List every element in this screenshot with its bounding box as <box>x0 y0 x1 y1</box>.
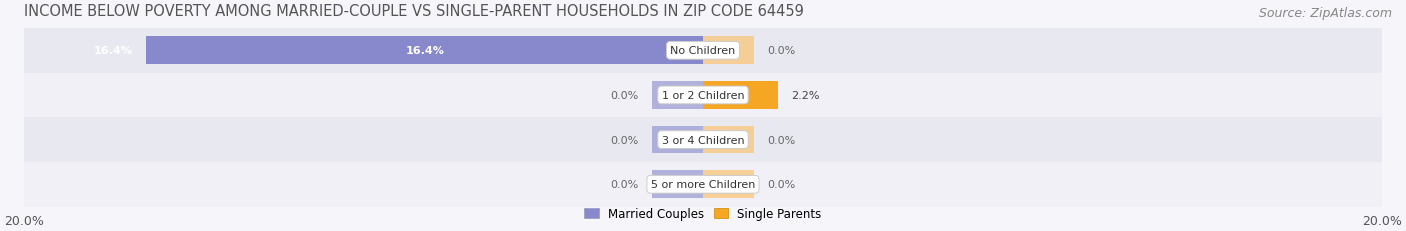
Bar <box>24 162 1382 207</box>
Text: No Children: No Children <box>671 46 735 56</box>
Text: 0.0%: 0.0% <box>610 179 638 189</box>
Text: 0.0%: 0.0% <box>610 91 638 100</box>
Bar <box>652 82 703 109</box>
Bar <box>24 118 1382 162</box>
Text: 3 or 4 Children: 3 or 4 Children <box>662 135 744 145</box>
Text: 16.4%: 16.4% <box>405 46 444 56</box>
Bar <box>146 37 703 65</box>
Bar <box>703 82 778 109</box>
Text: INCOME BELOW POVERTY AMONG MARRIED-COUPLE VS SINGLE-PARENT HOUSEHOLDS IN ZIP COD: INCOME BELOW POVERTY AMONG MARRIED-COUPL… <box>24 4 804 19</box>
Bar <box>652 126 703 154</box>
Text: 0.0%: 0.0% <box>768 46 796 56</box>
Legend: Married Couples, Single Parents: Married Couples, Single Parents <box>585 207 821 220</box>
Text: 0.0%: 0.0% <box>610 135 638 145</box>
Text: Source: ZipAtlas.com: Source: ZipAtlas.com <box>1258 7 1392 20</box>
Text: 0.0%: 0.0% <box>768 179 796 189</box>
Bar <box>24 73 1382 118</box>
Bar <box>703 126 754 154</box>
Bar <box>652 171 703 198</box>
Text: 2.2%: 2.2% <box>792 91 820 100</box>
Bar <box>703 37 754 65</box>
Text: 0.0%: 0.0% <box>768 135 796 145</box>
Text: 16.4%: 16.4% <box>94 46 132 56</box>
Text: 5 or more Children: 5 or more Children <box>651 179 755 189</box>
Text: 1 or 2 Children: 1 or 2 Children <box>662 91 744 100</box>
Bar <box>703 171 754 198</box>
Bar <box>24 29 1382 73</box>
